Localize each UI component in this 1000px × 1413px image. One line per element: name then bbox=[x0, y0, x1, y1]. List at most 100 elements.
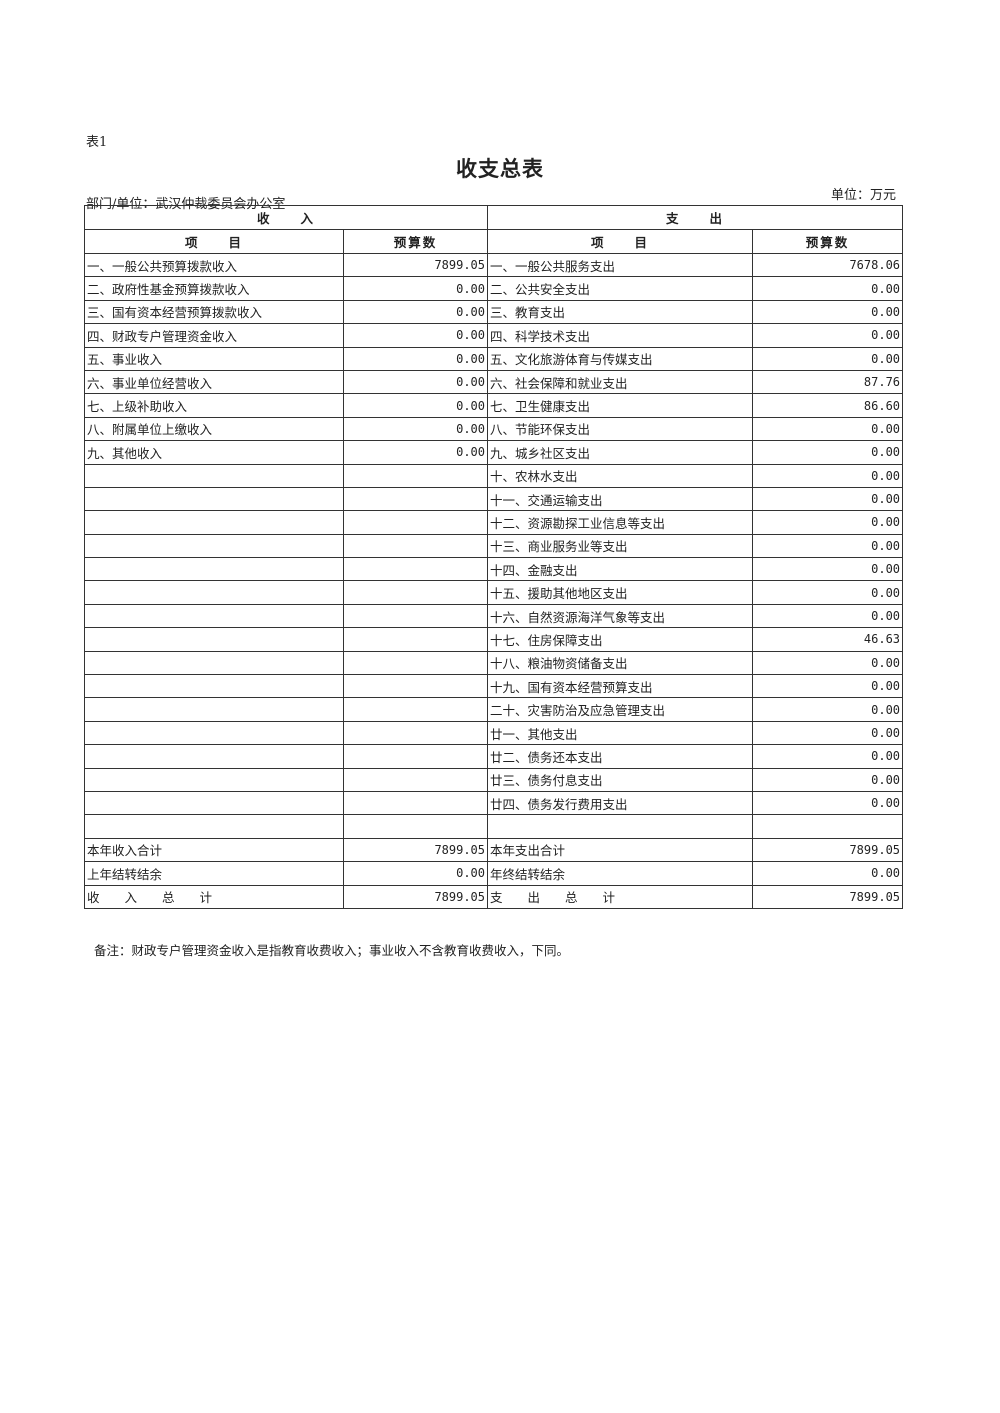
expense-item: 十五、援助其他地区支出 bbox=[487, 580, 754, 605]
income-item bbox=[84, 674, 344, 699]
income-amount bbox=[342, 720, 489, 746]
blank-row bbox=[84, 814, 904, 839]
income-amount: 0.00 bbox=[342, 276, 489, 301]
expense-amount: 0.00 bbox=[752, 650, 904, 676]
table-row: 十一、交通运输支出 0.00 bbox=[84, 486, 904, 512]
budget-summary-table: 收 入 支 出 项 目 预算数 项 目 预算数 一、一般公共预算拨款收入 7899… bbox=[83, 205, 904, 909]
income-amount bbox=[342, 650, 489, 676]
income-amount bbox=[342, 697, 489, 722]
income-item: 三、国有资本经营预算拨款收入 bbox=[84, 299, 344, 325]
expense-amount: 0.00 bbox=[752, 720, 904, 746]
total-row: 本年收入合计 7899.05 本年支出合计 7899.05 bbox=[84, 837, 904, 863]
income-amount bbox=[342, 603, 489, 629]
income-amount bbox=[342, 463, 489, 488]
income-item-header: 项 目 bbox=[84, 229, 344, 254]
income-item: 六、事业单位经营收入 bbox=[84, 369, 344, 395]
table-row: 一、一般公共预算拨款收入 7899.05 一、一般公共服务支出 7678.06 bbox=[84, 252, 904, 278]
empty-cell bbox=[342, 814, 489, 839]
expense-amount: 0.00 bbox=[752, 346, 904, 371]
income-amount bbox=[342, 510, 489, 535]
income-item bbox=[84, 650, 344, 676]
expense-item: 六、社会保障和就业支出 bbox=[487, 369, 754, 395]
table-row: 十四、金融支出 0.00 bbox=[84, 557, 904, 582]
income-item bbox=[84, 486, 344, 512]
expense-item: 九、城乡社区支出 bbox=[487, 440, 754, 465]
table-row: 五、事业收入 0.00 五、文化旅游体育与传媒支出 0.00 bbox=[84, 346, 904, 371]
income-section-header: 收 入 bbox=[83, 205, 489, 230]
income-item: 八、附属单位上缴收入 bbox=[84, 416, 344, 442]
expense-total-amount: 0.00 bbox=[752, 861, 904, 886]
table-row: 十九、国有资本经营预算支出 0.00 bbox=[84, 674, 904, 699]
income-item: 二、政府性基金预算拨款收入 bbox=[84, 276, 344, 301]
empty-cell bbox=[487, 814, 754, 839]
expense-item: 十二、资源勘探工业信息等支出 bbox=[487, 510, 754, 535]
income-amount: 0.00 bbox=[342, 299, 489, 325]
table-number: 表1 bbox=[86, 135, 108, 150]
expense-item: 二、公共安全支出 bbox=[487, 276, 754, 301]
income-item bbox=[84, 533, 344, 559]
expense-amount: 0.00 bbox=[752, 790, 904, 816]
expense-item-header: 项 目 bbox=[487, 229, 754, 254]
table-row: 九、其他收入 0.00 九、城乡社区支出 0.00 bbox=[84, 440, 904, 465]
income-amount bbox=[342, 767, 489, 792]
income-total-label: 上年结转结余 bbox=[84, 861, 344, 886]
table-row: 三、国有资本经营预算拨款收入 0.00 三、教育支出 0.00 bbox=[84, 299, 904, 325]
table-row: 十五、援助其他地区支出 0.00 bbox=[84, 580, 904, 605]
income-amount bbox=[342, 744, 489, 769]
table-row: 八、附属单位上缴收入 0.00 八、节能环保支出 0.00 bbox=[84, 416, 904, 442]
expense-amount: 0.00 bbox=[752, 510, 904, 535]
expense-item: 廿二、债务还本支出 bbox=[487, 744, 754, 769]
expense-item: 七、卫生健康支出 bbox=[487, 393, 754, 418]
expense-amount-header: 预算数 bbox=[752, 229, 904, 254]
income-amount: 0.00 bbox=[342, 346, 489, 371]
income-total-amount: 7899.05 bbox=[342, 837, 489, 863]
expense-amount: 0.00 bbox=[752, 580, 904, 605]
table-row: 十二、资源勘探工业信息等支出 0.00 bbox=[84, 510, 904, 535]
expense-item: 廿三、债务付息支出 bbox=[487, 767, 754, 792]
table-row: 廿三、债务付息支出 0.00 bbox=[84, 767, 904, 792]
expense-item: 十七、住房保障支出 bbox=[487, 627, 754, 652]
expense-amount: 87.76 bbox=[752, 369, 904, 395]
unit-label: 单位：万元 bbox=[830, 188, 896, 203]
expense-item: 三、教育支出 bbox=[487, 299, 754, 325]
expense-amount: 0.00 bbox=[752, 533, 904, 559]
income-item bbox=[84, 790, 344, 816]
income-item: 四、财政专户管理资金收入 bbox=[84, 323, 344, 348]
table-row: 二、政府性基金预算拨款收入 0.00 二、公共安全支出 0.00 bbox=[84, 276, 904, 301]
income-total-amount: 7899.05 bbox=[342, 884, 489, 909]
income-item bbox=[84, 603, 344, 629]
income-amount bbox=[342, 557, 489, 582]
expense-item: 廿一、其他支出 bbox=[487, 720, 754, 746]
total-row: 上年结转结余 0.00 年终结转结余 0.00 bbox=[84, 861, 904, 886]
income-amount bbox=[342, 627, 489, 652]
empty-cell bbox=[84, 814, 344, 839]
expense-item: 十、农林水支出 bbox=[487, 463, 754, 488]
table-row: 四、财政专户管理资金收入 0.00 四、科学技术支出 0.00 bbox=[84, 323, 904, 348]
expense-item: 十四、金融支出 bbox=[487, 557, 754, 582]
table-row: 十三、商业服务业等支出 0.00 bbox=[84, 533, 904, 559]
expense-item: 八、节能环保支出 bbox=[487, 416, 754, 442]
income-item bbox=[84, 744, 344, 769]
empty-cell bbox=[752, 814, 904, 839]
table-row: 七、上级补助收入 0.00 七、卫生健康支出 86.60 bbox=[84, 393, 904, 418]
footnote: 备注：财政专户管理资金收入是指教育收费收入；事业收入不含教育收费收入，下同。 bbox=[94, 943, 570, 958]
expense-amount: 0.00 bbox=[752, 323, 904, 348]
table-row: 廿二、债务还本支出 0.00 bbox=[84, 744, 904, 769]
income-amount-header: 预算数 bbox=[342, 229, 489, 254]
expense-total-label: 年终结转结余 bbox=[487, 861, 754, 886]
expense-amount: 0.00 bbox=[752, 767, 904, 792]
income-total-label: 收 入 总 计 bbox=[84, 884, 344, 909]
expense-item: 四、科学技术支出 bbox=[487, 323, 754, 348]
expense-item: 十六、自然资源海洋气象等支出 bbox=[487, 603, 754, 629]
income-item bbox=[84, 720, 344, 746]
income-amount: 0.00 bbox=[342, 369, 489, 395]
income-item bbox=[84, 580, 344, 605]
income-amount bbox=[342, 533, 489, 559]
table-row: 廿四、债务发行费用支出 0.00 bbox=[84, 790, 904, 816]
expense-amount: 0.00 bbox=[752, 744, 904, 769]
income-item bbox=[84, 697, 344, 722]
expense-item: 廿四、债务发行费用支出 bbox=[487, 790, 754, 816]
income-item: 七、上级补助收入 bbox=[84, 393, 344, 418]
income-item: 五、事业收入 bbox=[84, 346, 344, 371]
income-item: 九、其他收入 bbox=[84, 440, 344, 465]
